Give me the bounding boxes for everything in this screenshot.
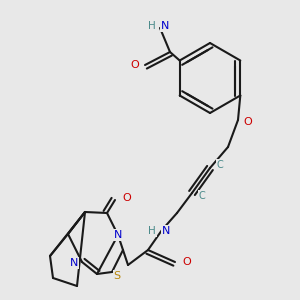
Text: N: N (162, 226, 170, 236)
Text: O: O (183, 257, 191, 267)
Text: O: O (130, 60, 140, 70)
Text: S: S (113, 271, 121, 281)
Text: H: H (148, 21, 156, 31)
Text: H: H (148, 226, 156, 236)
Text: O: O (123, 193, 131, 203)
Text: N: N (70, 258, 78, 268)
Text: N: N (161, 21, 169, 31)
Text: N: N (114, 230, 122, 240)
Text: O: O (244, 117, 252, 127)
Text: C: C (199, 191, 206, 201)
Text: C: C (217, 160, 224, 170)
